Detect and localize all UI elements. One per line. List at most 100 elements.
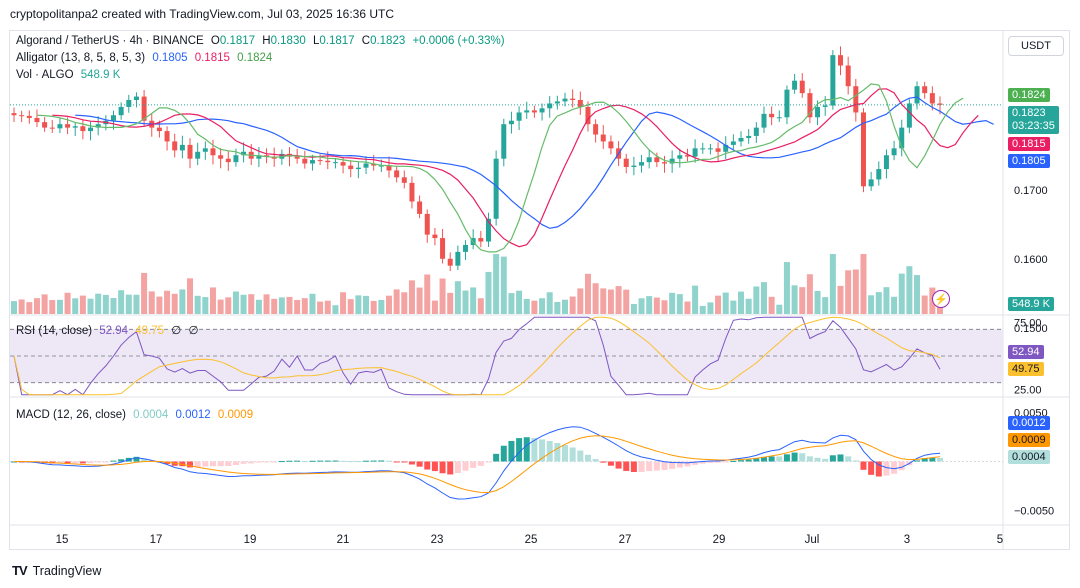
macd-histogram-bar (87, 461, 94, 464)
volume-bar (684, 301, 691, 314)
candle-body (799, 80, 805, 94)
alligator-legend[interactable]: Alligator (13, 8, 5, 8, 5, 3) 0.1805 0.1… (16, 52, 276, 64)
macd-histogram-bar (715, 461, 722, 463)
volume-bar (661, 300, 668, 314)
currency-button[interactable]: USDT (1008, 36, 1064, 56)
volume-bar (707, 302, 714, 314)
time-axis-label: 29 (713, 534, 726, 546)
candle-body (34, 117, 40, 123)
volume-bar (56, 299, 63, 314)
footer[interactable]: TV TradingView (12, 563, 101, 578)
volume-bar (852, 269, 859, 314)
candle-body (417, 201, 423, 214)
macd-signal-line (14, 435, 941, 494)
lips-price-tag: 0.1824 (1008, 88, 1050, 102)
volume-bar (33, 298, 40, 314)
volume-bar (477, 298, 484, 314)
lightning-icon[interactable]: ⚡ (932, 290, 950, 308)
candle-body (447, 258, 453, 266)
macd-histogram-bar (164, 461, 171, 464)
volume-bar (148, 291, 155, 314)
macd-histogram-bar (630, 461, 637, 472)
macd-histogram-bar (539, 439, 546, 462)
time-axis-label: 21 (337, 534, 350, 546)
macd-signal-value: 0.0009 (217, 409, 254, 421)
volume-bar (232, 291, 239, 314)
candle-body (378, 165, 384, 167)
time-axis-label: Jul (805, 534, 820, 546)
volume-bar (806, 274, 813, 314)
rsi-tag: 52.94 (1008, 345, 1044, 359)
candle-body (264, 155, 270, 157)
macd-histogram-bar (569, 447, 576, 462)
volume-bar (883, 287, 890, 314)
macd-histogram-bar (363, 460, 370, 462)
candle-body (340, 162, 346, 166)
macd-histogram-bar (692, 461, 699, 465)
volume-bar (615, 286, 622, 314)
volume-bar (209, 287, 216, 314)
symbol-legend[interactable]: Algorand / TetherUS · 4h · BINANCE O0.18… (16, 35, 509, 47)
volume-legend[interactable]: Vol · ALGO 548.9 K (16, 69, 124, 81)
macd-histogram-bar (646, 461, 653, 472)
candle-body (914, 86, 920, 104)
candle-body (784, 89, 790, 118)
candle-body (118, 106, 124, 116)
macd-line (13, 426, 941, 500)
candle-body (570, 98, 576, 101)
volume-bar (891, 296, 898, 314)
volume-bar (454, 281, 461, 314)
candle-body (562, 98, 568, 102)
rsi-legend[interactable]: RSI (14, close) 52.94 49.75 ∅ ∅ (16, 323, 203, 337)
macd-histogram-bar (141, 458, 148, 462)
candle-body (639, 162, 645, 166)
macd-histogram-bar (217, 461, 224, 467)
volume-bar (393, 289, 400, 314)
macd-histogram-bar (768, 456, 775, 462)
macd-histogram-bar (110, 460, 117, 462)
volume-bar (95, 293, 102, 314)
candle-body (838, 55, 844, 66)
macd-histogram-bar (584, 454, 591, 462)
open-value: 0.1817 (219, 35, 256, 47)
macd-histogram-bar (309, 460, 316, 462)
volume-bar (860, 254, 867, 314)
volume-bar (416, 287, 423, 314)
macd-histogram-bar (202, 461, 209, 467)
tradingview-logo-icon: TV (12, 563, 28, 578)
volume-bar (164, 290, 171, 314)
macd-histogram-bar (72, 461, 79, 464)
close-label: C (361, 35, 371, 47)
candle-body (746, 135, 752, 138)
candle-body (164, 131, 170, 142)
macd-histogram-bar (676, 461, 683, 468)
macd-histogram-bar (347, 461, 354, 463)
volume-bar (814, 290, 821, 314)
volume-bar (401, 292, 408, 314)
volume-bar (385, 295, 392, 314)
candle-body (692, 148, 698, 157)
time-axis-label: 23 (431, 534, 444, 546)
candle-body (631, 165, 637, 167)
volume-bar (898, 273, 905, 314)
alligator-lips-value: 0.1824 (237, 52, 273, 64)
volume-bar (531, 300, 538, 314)
volume-bar (294, 299, 301, 314)
macd-histogram-bar (462, 461, 469, 471)
candle-body (585, 106, 591, 125)
macd-legend[interactable]: MACD (12, 26, close) 0.0004 0.0012 0.000… (16, 409, 257, 421)
candle-body (868, 179, 874, 187)
candle-body (600, 134, 606, 142)
macd-histogram-bar (898, 461, 905, 471)
candle-body (493, 158, 499, 219)
macd-histogram-bar (317, 460, 324, 462)
volume-bar (49, 300, 56, 314)
teeth-price-tag: 0.1815 (1008, 137, 1050, 151)
candle-body (241, 151, 247, 156)
rsi-ma-tag: 49.75 (1008, 362, 1044, 376)
candle-body (539, 108, 545, 113)
candle-body (738, 137, 744, 142)
volume-bar (669, 292, 676, 314)
volume-bar (539, 298, 546, 314)
